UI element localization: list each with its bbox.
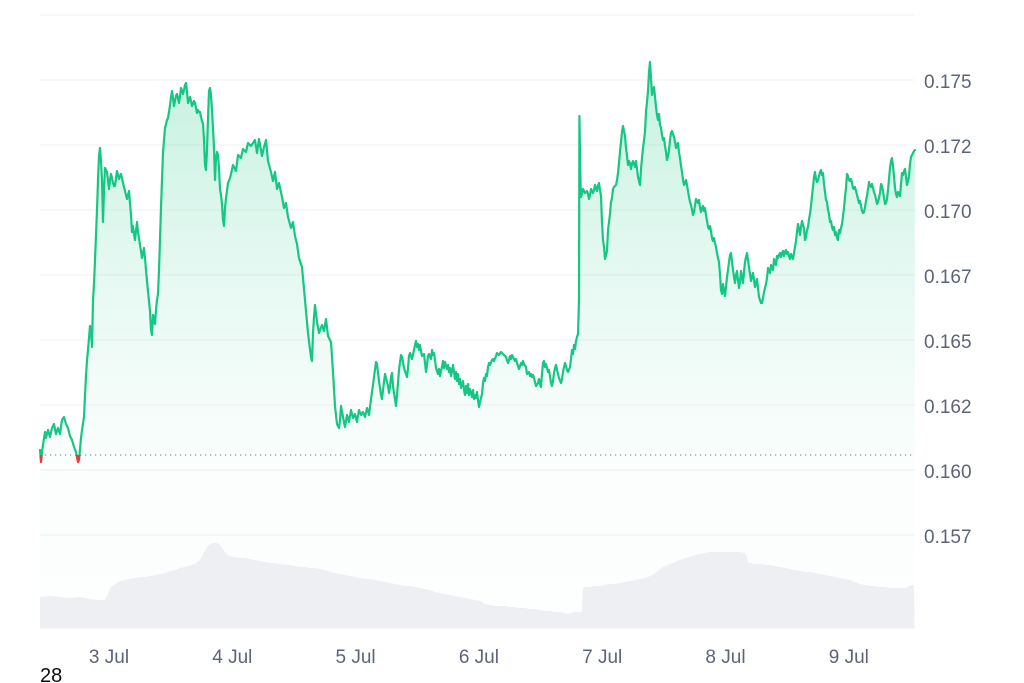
svg-text:6 Jul: 6 Jul: [459, 647, 499, 668]
svg-text:0.162: 0.162: [924, 397, 972, 418]
svg-text:3 Jul: 3 Jul: [89, 647, 129, 668]
svg-text:7 Jul: 7 Jul: [582, 647, 622, 668]
svg-text:0.157: 0.157: [924, 527, 972, 548]
svg-text:28: 28: [40, 665, 62, 683]
svg-text:0.170: 0.170: [924, 202, 972, 223]
svg-text:0.160: 0.160: [924, 462, 972, 483]
svg-text:0.175: 0.175: [924, 72, 972, 93]
svg-text:4 Jul: 4 Jul: [212, 647, 252, 668]
svg-text:8 Jul: 8 Jul: [705, 647, 745, 668]
svg-text:0.165: 0.165: [924, 332, 972, 353]
svg-text:5 Jul: 5 Jul: [336, 647, 376, 668]
svg-text:0.172: 0.172: [924, 137, 972, 158]
svg-text:9 Jul: 9 Jul: [829, 647, 869, 668]
svg-text:0.167: 0.167: [924, 267, 972, 288]
